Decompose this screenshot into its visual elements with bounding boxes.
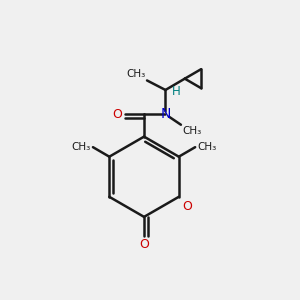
Text: CH₃: CH₃ <box>71 142 91 152</box>
Text: N: N <box>160 107 171 121</box>
Text: O: O <box>112 108 122 121</box>
Text: H: H <box>172 85 181 98</box>
Text: CH₃: CH₃ <box>182 126 202 136</box>
Text: CH₃: CH₃ <box>126 69 146 79</box>
Text: CH₃: CH₃ <box>197 142 217 152</box>
Text: O: O <box>139 238 149 251</box>
Text: O: O <box>182 200 192 213</box>
